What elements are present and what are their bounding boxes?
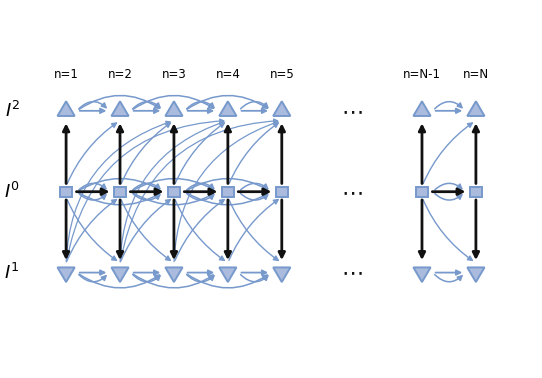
Polygon shape <box>467 101 485 116</box>
Text: $\cdots$: $\cdots$ <box>341 263 363 283</box>
Text: n=1: n=1 <box>54 68 79 81</box>
Polygon shape <box>57 101 75 116</box>
Text: n=3: n=3 <box>162 68 186 81</box>
Bar <box>470 187 482 197</box>
Text: n=N: n=N <box>463 68 489 81</box>
Text: n=N-1: n=N-1 <box>403 68 441 81</box>
Polygon shape <box>273 101 291 116</box>
Bar <box>276 187 288 197</box>
Polygon shape <box>112 101 128 116</box>
Polygon shape <box>165 101 183 116</box>
Polygon shape <box>165 267 183 282</box>
Polygon shape <box>273 267 291 282</box>
Polygon shape <box>414 101 430 116</box>
Text: $\cdots$: $\cdots$ <box>341 182 363 202</box>
Text: $\cdots$: $\cdots$ <box>341 101 363 121</box>
Bar <box>114 187 126 197</box>
Bar <box>416 187 428 197</box>
Text: $I^2$: $I^2$ <box>4 101 20 121</box>
Text: $I^1$: $I^1$ <box>4 263 20 283</box>
Polygon shape <box>57 267 75 282</box>
Polygon shape <box>219 101 236 116</box>
Bar <box>168 187 180 197</box>
Text: n=5: n=5 <box>269 68 294 81</box>
Bar <box>222 187 234 197</box>
Bar <box>60 187 72 197</box>
Polygon shape <box>467 267 485 282</box>
Polygon shape <box>219 267 236 282</box>
Text: n=4: n=4 <box>215 68 240 81</box>
Polygon shape <box>112 267 128 282</box>
Text: n=2: n=2 <box>107 68 132 81</box>
Polygon shape <box>414 267 430 282</box>
Text: $I^0$: $I^0$ <box>4 182 20 202</box>
